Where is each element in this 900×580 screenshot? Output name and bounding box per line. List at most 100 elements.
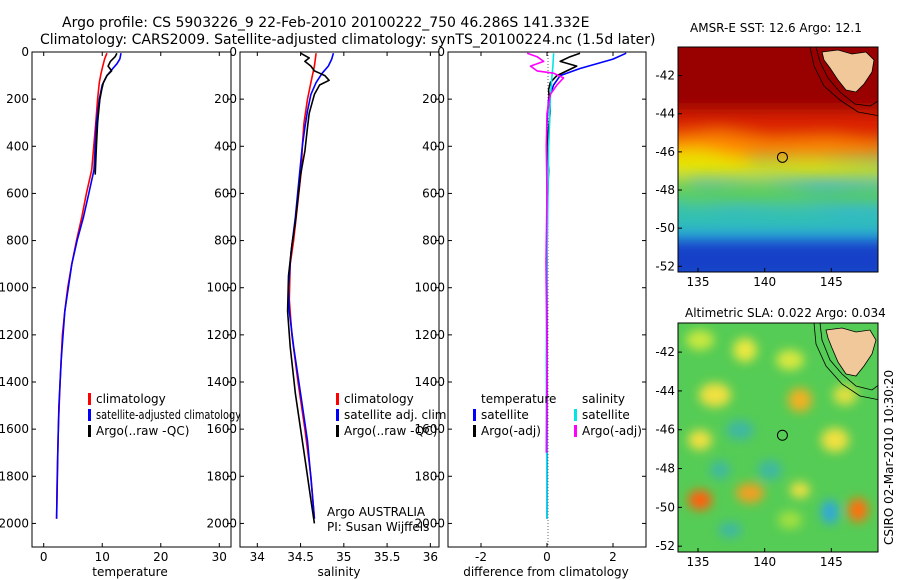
temperature-legend: climatology satellite-adjusted climatolo… (88, 392, 241, 438)
ytick-label: 0 (437, 45, 445, 59)
xtick-label: 0 (40, 550, 48, 564)
xtick-label: 34 (250, 550, 265, 564)
sla-blob (733, 338, 757, 362)
legend-swatch-argo (88, 425, 91, 437)
tasmania-shelf-contour-sla (819, 323, 878, 391)
ytick-label: -48 (655, 183, 675, 197)
ytick-label: -52 (655, 539, 675, 553)
ytick-label: 1200 (0, 328, 29, 342)
legend-label-climatology: climatology (344, 392, 414, 406)
sla-blob (758, 460, 782, 480)
ytick-label: 1000 (414, 281, 445, 295)
sla-blob (726, 420, 754, 440)
salinity-legend: climatology satellite adj. clim. Argo(..… (336, 392, 450, 438)
xtick-label: 135 (687, 555, 710, 569)
series-argo-raw-qc- (286, 52, 330, 524)
legend-label-climatology: climatology (96, 392, 166, 406)
sla-blob (821, 428, 849, 452)
tasmania-shelf-contour-sst (815, 47, 878, 107)
legend-swatch-argo (336, 425, 339, 437)
difference-ticks: -2 0 2 (475, 52, 617, 564)
ytick-label: 1400 (206, 375, 237, 389)
ytick-label: -42 (655, 69, 675, 83)
ytick-label: 400 (422, 139, 445, 153)
series-argo-raw-qc- (94, 52, 118, 175)
ytick-label: 1800 (414, 469, 445, 483)
sst-band-orange (678, 132, 878, 158)
ytick-label: -48 (655, 462, 675, 476)
xtick-label: 36 (423, 550, 438, 564)
temperature-profiles (55, 52, 122, 519)
sla-blob (788, 388, 812, 412)
ytick-label: -44 (655, 107, 675, 121)
header-line-1: Argo profile: CS 5903226_9 22-Feb-2010 2… (62, 15, 589, 31)
sla-blob (776, 350, 804, 370)
ytick-label: 1800 (206, 469, 237, 483)
legend-title-temperature: temperature (481, 392, 556, 406)
depth-ticks: 0 200 400 600 800 1000 1200 1400 1600 1800 2000 (414, 45, 646, 530)
ytick-label: 2000 (206, 516, 237, 530)
legend-label-sal-satellite: satellite (582, 408, 630, 422)
ytick-label: 200 (6, 92, 29, 106)
sla-blob (688, 430, 712, 450)
sst-map-ticks: 135 140 145 -42 -44 -46 -48 -50 -52 (655, 69, 842, 289)
xtick-label: 140 (753, 275, 776, 289)
legend-swatch-satellite (88, 409, 91, 421)
sla-blob (710, 461, 730, 479)
series-satellite-adj-clim- (287, 52, 335, 519)
difference-panel: 0 200 400 600 800 1000 1200 1400 1600 1800 2000 -2… (414, 45, 647, 579)
sst-band-blue (678, 238, 878, 272)
xtick-label: 2 (609, 550, 617, 564)
legend-label-argo: Argo(..raw -QC) (344, 424, 437, 438)
ytick-label: 0 (229, 45, 237, 59)
legend-title-salinity: salinity (582, 392, 625, 406)
series-satellite-adjusted-climatology (55, 53, 122, 519)
temperature-xlabel: temperature (92, 565, 167, 579)
series-salinity-argo-adj- (526, 52, 565, 453)
tasmania-shelf-contour2-sst (809, 47, 878, 117)
salinity-ticks: 34 34.5 35 35.5 36 (250, 52, 438, 564)
xtick-label: 145 (820, 555, 843, 569)
sst-map: AMSR-E SST: 12.6 Argo: 12.1 135 140 145 -42… (655, 21, 879, 289)
sla-map-ticks: 135 140 145 -42 -44 -46 -48 -50 -52 (655, 345, 842, 569)
depth-ticks: 0 200 400 600 800 1000 1200 1400 1600 1800 2000 (206, 45, 439, 530)
argo-location-marker (776, 429, 788, 441)
legend-label-argo: Argo(..raw -QC) (96, 424, 189, 438)
ytick-label: 600 (6, 186, 29, 200)
legend-label-temp-satellite: satellite (481, 408, 529, 422)
xtick-label: 145 (820, 275, 843, 289)
sla-blob (718, 522, 742, 538)
tasmania-land-sla (825, 327, 877, 377)
ytick-label: -42 (655, 345, 675, 359)
sla-blob (821, 500, 839, 524)
ytick-label: 2000 (0, 516, 29, 530)
ytick-label: 600 (422, 186, 445, 200)
xtick-label: -2 (475, 550, 487, 564)
depth-ticks: 0 200 400 600 800 1000 1200 1400 1600 1800 2000 (0, 45, 231, 530)
sla-blob (688, 490, 712, 510)
xtick-label: 34.5 (287, 550, 314, 564)
sst-band-yellow (678, 150, 878, 178)
credit-timestamp: CSIRO 02-Mar-2010 10:30:20 (882, 370, 896, 545)
ytick-label: -46 (655, 423, 675, 437)
header-line-2: Climatology: CARS2009. Satellite-adjuste… (40, 32, 655, 48)
salinity-profiles (286, 52, 335, 524)
argo-australia-label: Argo AUSTRALIA (327, 505, 426, 519)
ytick-label: 200 (214, 92, 237, 106)
salinity-xlabel: salinity (317, 565, 360, 579)
xtick-label: 20 (153, 550, 168, 564)
tasmania-land-sst (821, 49, 875, 93)
ytick-label: 1200 (414, 328, 445, 342)
legend-swatch-sal-argo (574, 425, 577, 437)
ytick-label: -50 (655, 221, 675, 235)
difference-profiles (526, 52, 627, 519)
xtick-label: 140 (753, 555, 776, 569)
legend-label-temp-argo: Argo(-adj) (481, 424, 541, 438)
tasmania-shelf-contour2-sla (813, 323, 878, 401)
sla-map: Altimetric SLA: 0.022 Argo: 0.034 (655, 306, 885, 569)
ytick-label: 800 (214, 234, 237, 248)
sla-blob (790, 482, 810, 498)
salinity-axes (239, 51, 440, 548)
legend-swatch-sal-satellite (574, 409, 577, 421)
